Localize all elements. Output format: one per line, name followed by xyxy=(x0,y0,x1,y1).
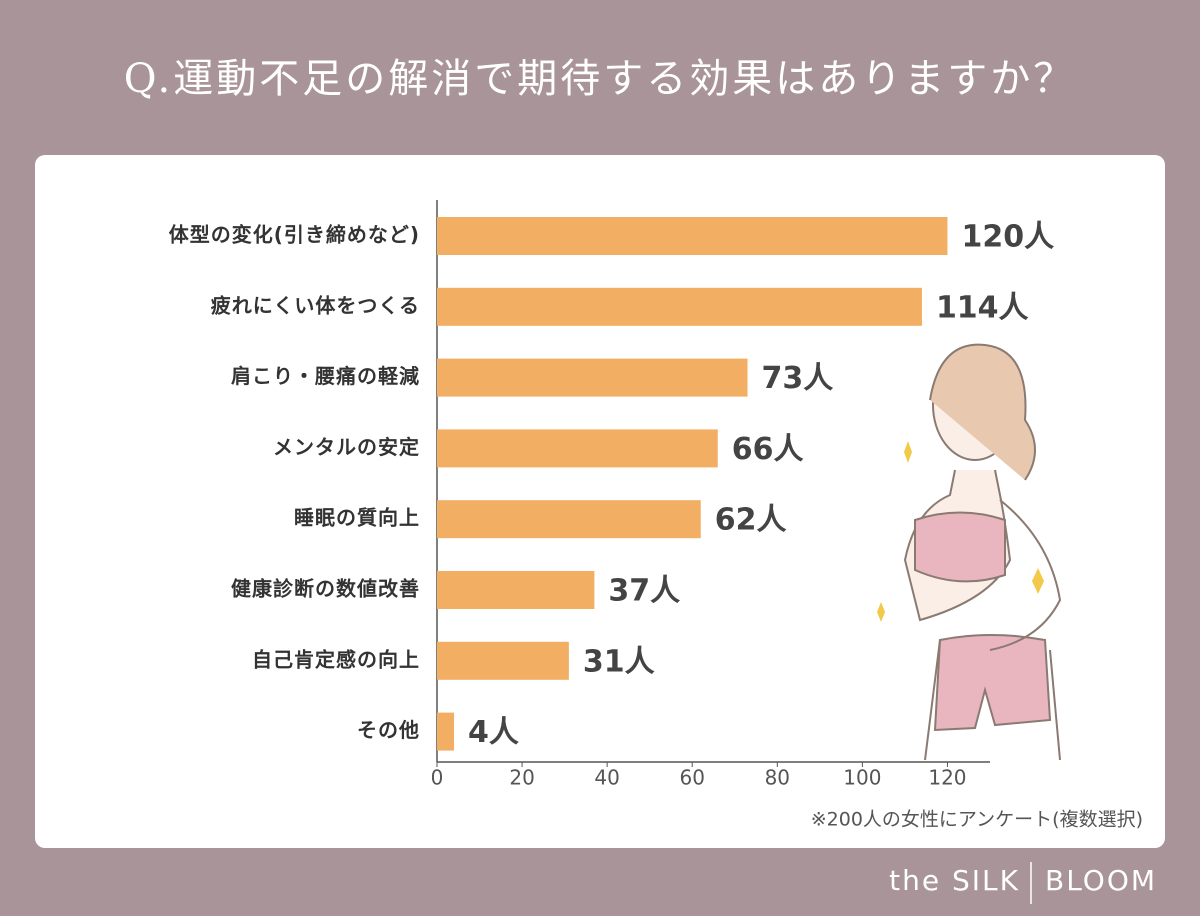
x-tick-label: 100 xyxy=(843,766,881,790)
chart-title: Q.運動不足の解消で期待する効果はありますか？ xyxy=(124,56,1077,102)
bar xyxy=(437,500,701,539)
bar xyxy=(437,287,922,326)
bar xyxy=(437,712,455,751)
category-label: その他 xyxy=(357,718,420,742)
x-tick-label: 40 xyxy=(594,766,619,790)
value-label: 31人 xyxy=(583,644,655,679)
value-label: 120人 xyxy=(961,220,1054,255)
category-label: 自己肯定感の向上 xyxy=(252,647,420,671)
category-label: 睡眠の質向上 xyxy=(294,506,420,530)
bar xyxy=(437,429,718,468)
x-tick-label: 20 xyxy=(509,766,534,790)
value-label: 114人 xyxy=(936,290,1029,325)
category-label: 体型の変化(引き締めなど) xyxy=(169,223,420,247)
bar xyxy=(437,641,569,680)
value-label: 4人 xyxy=(468,715,519,750)
value-label: 37人 xyxy=(608,574,680,609)
bar xyxy=(437,571,595,609)
bar xyxy=(437,358,748,397)
note: ※200人の女性にアンケート(複数選択) xyxy=(811,809,1143,831)
category-label: 健康診断の数値改善 xyxy=(231,577,420,601)
x-tick-label: 120 xyxy=(928,766,966,790)
logo-left: the SILK xyxy=(889,864,1020,897)
x-tick-label: 0 xyxy=(431,766,444,790)
bar xyxy=(437,217,948,255)
category-label: 疲れにくい体をつくる xyxy=(211,293,420,317)
illustration xyxy=(903,343,1062,761)
value-label: 73人 xyxy=(762,361,834,396)
x-tick-label: 60 xyxy=(680,766,705,790)
x-tick-label: 80 xyxy=(765,766,790,790)
category-label: メンタルの安定 xyxy=(273,435,420,459)
value-label: 66人 xyxy=(732,432,804,467)
sparkles xyxy=(877,441,1044,622)
value-label: 62人 xyxy=(715,503,787,538)
logo-right: BLOOM xyxy=(1045,864,1157,897)
category-label: 肩こり・腰痛の軽減 xyxy=(231,364,420,388)
